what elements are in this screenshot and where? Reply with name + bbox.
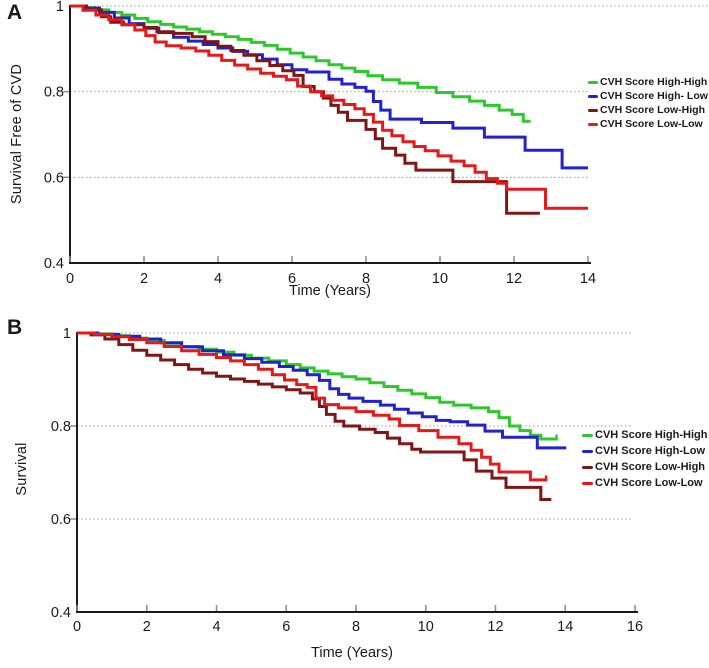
series-cvh-score-low-low [77, 331, 547, 482]
panel-a-axes [69, 5, 591, 264]
legend-swatch [582, 481, 593, 485]
y-tick-label: 1 [56, 0, 64, 15]
legend-swatch [582, 465, 593, 469]
legend-label: CVH Score Low-High [595, 461, 706, 473]
legend-item: CVH Score Low-Low [588, 117, 708, 131]
legend-item: CVH Score High- Low [588, 89, 708, 103]
x-tick-label: 8 [352, 619, 360, 635]
x-tick-label: 2 [143, 619, 151, 635]
legend-swatch [588, 122, 598, 126]
legend-item: CVH Score High-High [582, 427, 707, 443]
series-cvh-score-low-high [77, 331, 552, 501]
legend-item: CVH Score High-High [588, 75, 708, 89]
legend-label: CVH Score High-High [600, 76, 708, 88]
y-tick-label: 0.6 [51, 512, 71, 528]
series-cvh-score-low-high [70, 4, 540, 215]
legend-item: CVH Score Low-High [582, 459, 707, 475]
series-cvh-score-high-high [70, 4, 531, 123]
x-tick-label: 6 [288, 271, 296, 287]
legend-label: CVH Score Low-Low [600, 118, 703, 130]
y-tick-label: 0.6 [44, 170, 64, 186]
legend-swatch [588, 108, 598, 112]
legend-item: CVH Score Low-Low [582, 475, 707, 491]
panel-b-x-axis-title: Time (Years) [311, 645, 393, 661]
legend-label: CVH Score Low-Low [595, 477, 703, 489]
x-tick-label: 0 [73, 619, 81, 635]
legend-label: CVH Score High- Low [600, 90, 708, 102]
x-tick-label: 12 [506, 271, 522, 287]
panel-b-letter: B [7, 316, 23, 339]
x-tick-label: 6 [282, 619, 290, 635]
series-cvh-score-high-low [70, 4, 588, 170]
panel-a-y-axis-title: Survival Free of CVD [9, 63, 25, 205]
x-tick-label: 10 [432, 271, 448, 287]
series-cvh-score-high-low [77, 331, 567, 450]
legend-label: CVH Score High-Low [595, 445, 706, 457]
x-tick-label: 2 [140, 271, 148, 287]
y-tick-label: 0.4 [51, 605, 71, 621]
legend-swatch [588, 80, 598, 84]
legend-swatch [582, 433, 593, 437]
x-tick-label: 14 [557, 619, 573, 635]
legend-item: CVH Score Low-High [588, 103, 708, 117]
series-cvh-score-low-low [70, 4, 588, 210]
legend-label: CVH Score Low-High [600, 104, 706, 116]
y-tick-label: 0.8 [51, 419, 71, 435]
legend-label: CVH Score High-High [595, 429, 708, 441]
panel-a-legend: CVH Score High-High CVH Score High- Low CV… [588, 75, 708, 131]
x-tick-label: 14 [580, 271, 596, 287]
x-tick-label: 0 [66, 271, 74, 287]
x-tick-label: 12 [487, 619, 503, 635]
panel-a-x-axis-title: Time (Years) [289, 283, 371, 299]
y-tick-label: 0.4 [44, 256, 64, 272]
y-tick-label: 1 [63, 326, 71, 342]
legend-swatch [588, 94, 598, 98]
legend-swatch [582, 449, 593, 453]
panel-b-legend: CVH Score High-High CVH Score High-Low CVH… [582, 427, 707, 491]
x-tick-label: 10 [418, 619, 434, 635]
panel-a-letter: A [7, 1, 23, 24]
y-tick-label: 0.8 [44, 85, 64, 101]
x-tick-label: 4 [212, 619, 220, 635]
panel-b-axes [76, 332, 638, 613]
x-tick-label: 16 [627, 619, 643, 635]
panel-b-y-axis-title: Survival [14, 442, 30, 496]
x-tick-label: 4 [214, 271, 222, 287]
x-tick-label: 8 [362, 271, 370, 287]
legend-item: CVH Score High-Low [582, 443, 707, 459]
